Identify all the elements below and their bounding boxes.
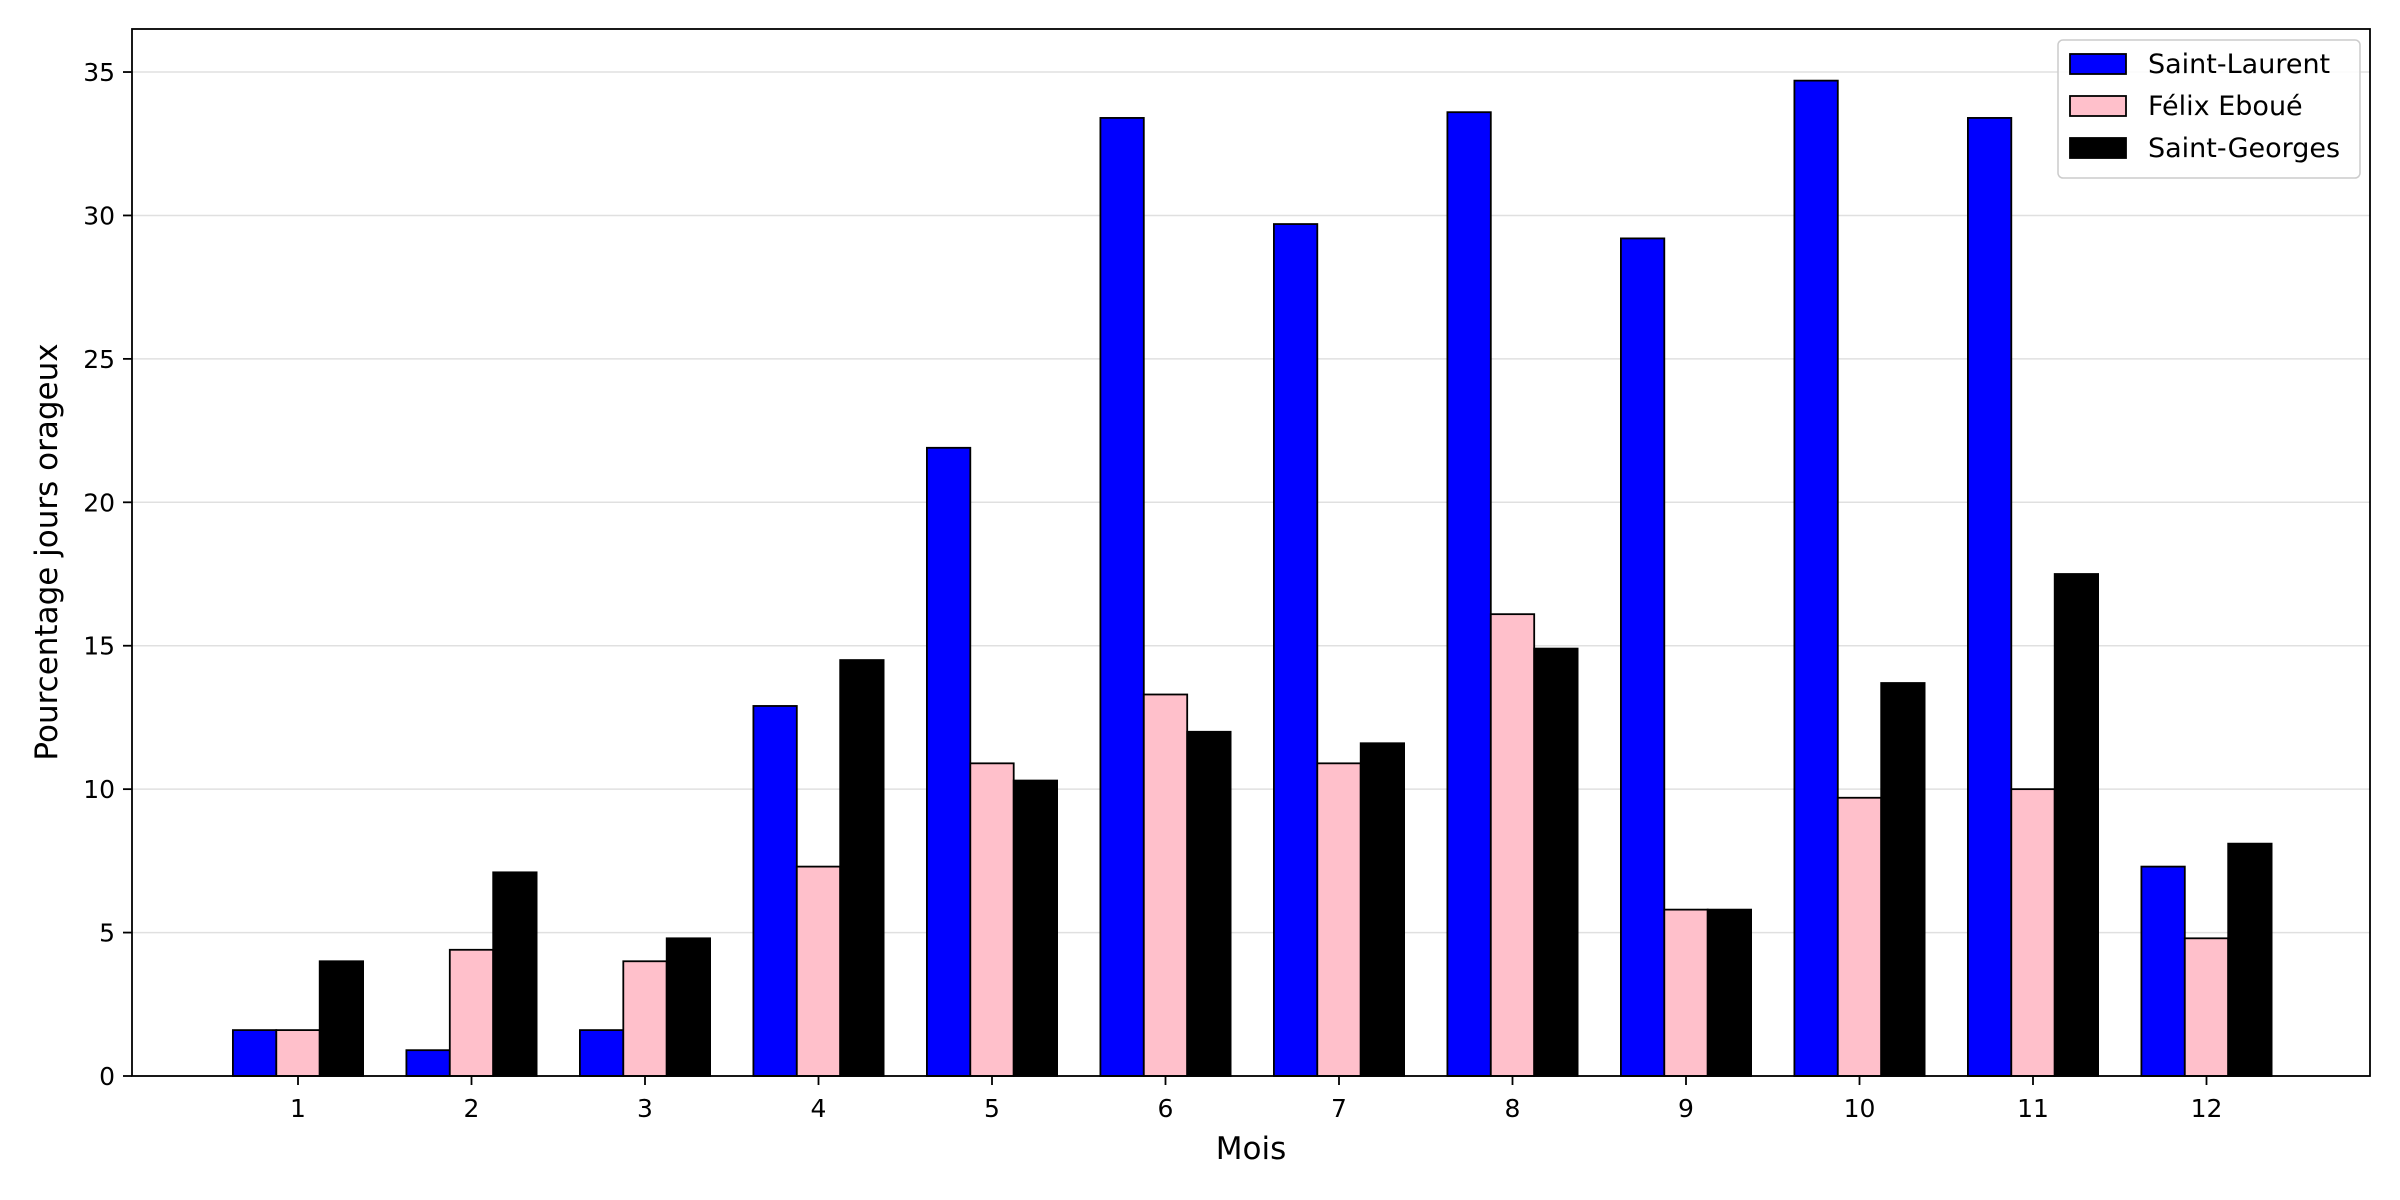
y-tick-label: 10 (83, 775, 115, 804)
y-tick-label: 5 (99, 919, 115, 948)
bar-series-2-month-1 (318, 960, 365, 1077)
legend-label: Félix Eboué (2148, 91, 2303, 122)
x-tick-label: 5 (984, 1094, 1000, 1123)
y-axis-title: Pourcentage jours orageux (29, 343, 65, 760)
x-tick-label: 2 (464, 1094, 480, 1123)
bar-series-1-month-2 (448, 948, 495, 1077)
bar-series-2-month-3 (665, 937, 712, 1077)
y-tick-label: 30 (83, 201, 115, 230)
bar-series-2-month-6 (1186, 730, 1232, 1077)
bar-series-2-month-10 (1880, 682, 1926, 1077)
bar-series-1-month-7 (1316, 762, 1362, 1077)
bar-series-0-month-1 (231, 1029, 278, 1077)
bar-series-0-month-11 (1967, 117, 2013, 1077)
legend-swatch (2069, 53, 2127, 75)
bar-series-2-month-5 (1012, 779, 1059, 1077)
bar-series-1-month-10 (1836, 796, 1883, 1077)
bar-series-1-month-9 (1663, 908, 1709, 1077)
legend: Saint-Laurent Félix Eboué Saint-Georges (2057, 39, 2361, 179)
x-tick-label: 6 (1158, 1094, 1174, 1123)
bar-series-2-month-9 (1706, 908, 1752, 1077)
x-tick-label: 8 (1505, 1094, 1521, 1123)
bar-series-1-month-5 (969, 762, 1015, 1077)
bar-series-0-month-8 (1446, 111, 1492, 1077)
bar-series-1-month-12 (2183, 937, 2230, 1077)
x-tick-label: 1 (290, 1094, 306, 1123)
x-tick-label: 3 (637, 1094, 653, 1123)
bar-series-1-month-11 (2010, 788, 2056, 1077)
y-tick-label: 35 (83, 58, 115, 87)
legend-box (2057, 39, 2361, 179)
bar-series-0-month-10 (1793, 79, 1839, 1077)
bar-series-2-month-8 (1533, 647, 1579, 1077)
bar-series-1-month-1 (275, 1029, 321, 1077)
bar-series-1-month-6 (1142, 693, 1189, 1077)
y-tick-label: 15 (83, 632, 115, 661)
bar-series-0-month-5 (926, 446, 972, 1077)
legend-swatch (2069, 137, 2127, 159)
bar-series-2-month-2 (492, 871, 538, 1077)
bar-series-0-month-4 (752, 705, 798, 1077)
bars (231, 79, 2273, 1077)
legend-swatch (2069, 95, 2127, 117)
x-tick-label: 7 (1331, 1094, 1347, 1123)
bar-series-1-month-8 (1489, 613, 1536, 1077)
legend-label: Saint-Laurent (2148, 49, 2330, 80)
x-tick-label: 12 (2191, 1094, 2223, 1123)
x-tick-label: 11 (2017, 1094, 2049, 1123)
bar-series-2-month-4 (839, 659, 885, 1077)
bar-series-2-month-7 (1359, 742, 1405, 1077)
x-axis-title: Mois (1216, 1131, 1286, 1167)
y-tick-label: 25 (83, 345, 115, 374)
bar-series-0-month-2 (405, 1049, 451, 1077)
x-axis-ticks: 1 2 3 4 5 6 7 8 9 10 11 12 (290, 1076, 2222, 1123)
bar-series-0-month-12 (2140, 865, 2186, 1077)
bar-series-0-month-3 (579, 1029, 625, 1077)
bar-series-1-month-3 (622, 960, 668, 1077)
bar-series-0-month-6 (1099, 117, 1145, 1077)
legend-label: Saint-Georges (2148, 133, 2340, 164)
bar-series-0-month-7 (1273, 223, 1319, 1077)
bar-series-1-month-4 (795, 865, 842, 1077)
x-tick-label: 10 (1844, 1094, 1876, 1123)
x-tick-label: 4 (811, 1094, 827, 1123)
y-axis-ticks: 0 5 10 15 20 25 30 35 (83, 58, 132, 1091)
bar-series-2-month-12 (2227, 842, 2273, 1077)
bar-series-0-month-9 (1620, 237, 1666, 1077)
y-tick-label: 0 (99, 1062, 115, 1091)
bar-series-2-month-11 (2053, 573, 2099, 1077)
plot-frame (131, 28, 2371, 1077)
y-tick-label: 20 (83, 488, 115, 517)
x-tick-label: 9 (1678, 1094, 1694, 1123)
